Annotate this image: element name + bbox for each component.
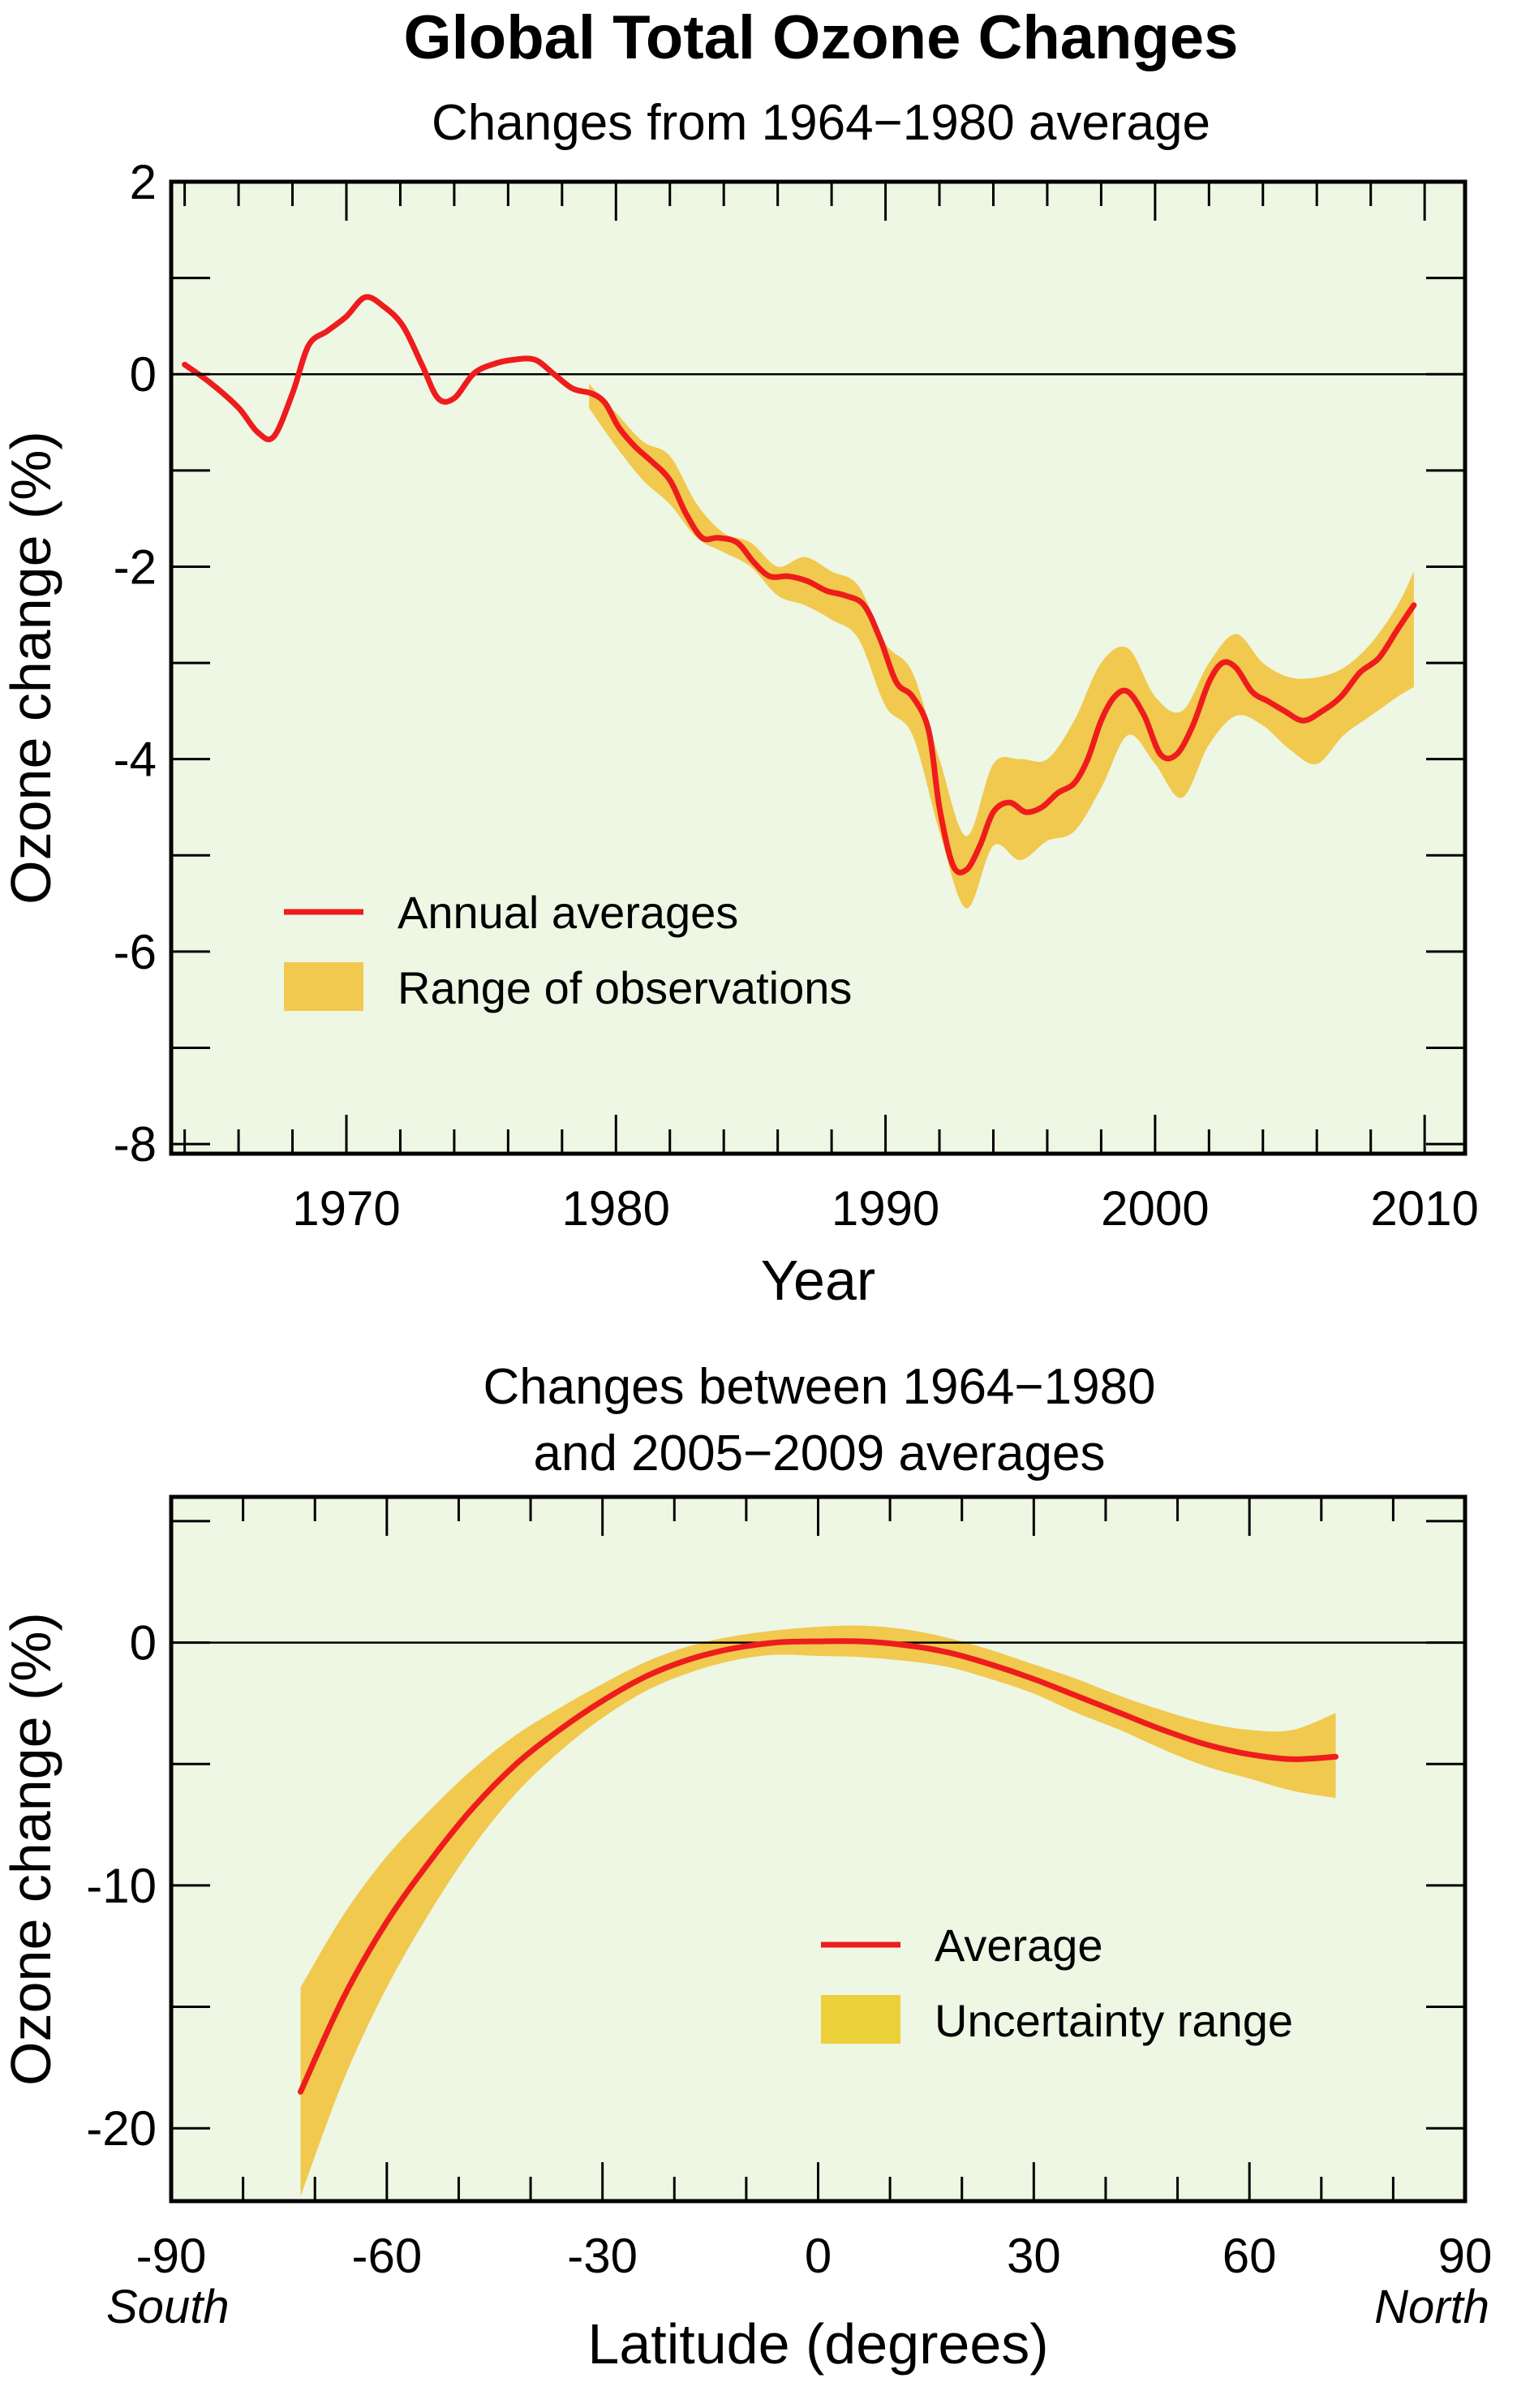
average-line xyxy=(182,294,1417,875)
y-tick-label: -10 xyxy=(86,1859,157,1913)
y-tick-label: -2 xyxy=(114,540,157,594)
y-tick-label: 2 xyxy=(130,155,157,209)
ozone-latitude-chart: -90 -60 -30 0 30 60 90 0 -10 -20 Latitude (degrees… xyxy=(0,1494,1493,2376)
y-tick-label: 0 xyxy=(130,1616,157,1671)
x-tick-label: 90 xyxy=(1438,2229,1493,2283)
legend-label-band: Range of observations xyxy=(398,962,852,1013)
plot-background xyxy=(171,1497,1465,2201)
x-tick-label: 2010 xyxy=(1370,1181,1478,1236)
y-axis-label: Ozone change (%) xyxy=(0,1612,62,2086)
legend-label-line: Annual averages xyxy=(398,887,738,938)
legend-band-swatch xyxy=(821,1995,900,2044)
legend-label-band: Uncertainty range xyxy=(935,1995,1293,2046)
figure-title: Global Total Ozone Changes xyxy=(404,3,1239,72)
y-axis-label: Ozone change (%) xyxy=(0,431,62,905)
x-tick-label: 2000 xyxy=(1101,1181,1209,1236)
x-tick-label: -60 xyxy=(351,2229,422,2283)
y-tick-label: -8 xyxy=(114,1117,157,1172)
x-tick-label: 30 xyxy=(1007,2229,1061,2283)
bottom-chart-subtitle-line-1: Changes between 1964−1980 xyxy=(483,1359,1155,1415)
x-axis-label: Latitude (degrees) xyxy=(587,2312,1048,2376)
legend-band-swatch xyxy=(284,962,363,1011)
bottom-chart-subtitle-line-2: and 2005−2009 averages xyxy=(533,1425,1105,1481)
x-tick-label: 1990 xyxy=(832,1181,939,1236)
average-line xyxy=(298,1638,1339,2095)
ozone-timeseries-chart: 1970 1980 1990 2000 2010 2 0 -2 -4 -6 -8 Year Ozone … xyxy=(0,155,1479,1312)
plot-frame xyxy=(169,179,1468,1156)
x-axis-label: Year xyxy=(761,1249,875,1312)
x-tick-label: 1970 xyxy=(292,1181,400,1236)
y-tick-label: -20 xyxy=(86,2101,157,2156)
north-label: North xyxy=(1374,2281,1489,2333)
x-tick-label: 1980 xyxy=(562,1181,670,1236)
top-chart-subtitle: Changes from 1964−1980 average xyxy=(432,95,1210,151)
x-tick-label: 0 xyxy=(805,2229,832,2283)
x-tick-label: -30 xyxy=(567,2229,638,2283)
legend-label-line: Average xyxy=(935,1920,1103,1971)
y-tick-label: 0 xyxy=(130,347,157,402)
south-label: South xyxy=(106,2281,230,2333)
x-tick-label: -90 xyxy=(136,2229,207,2283)
x-tick-label: 60 xyxy=(1223,2229,1277,2283)
y-tick-label: -6 xyxy=(114,925,157,979)
y-tick-label: -4 xyxy=(114,733,157,787)
